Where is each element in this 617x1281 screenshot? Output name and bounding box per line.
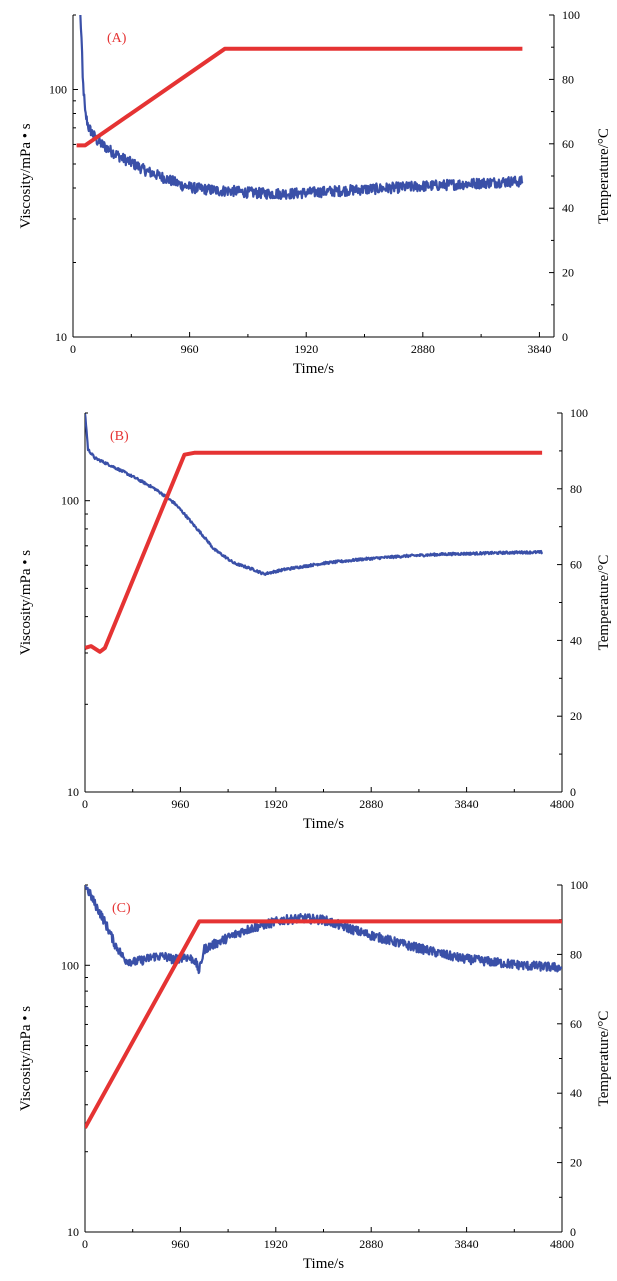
x-tick-label: 0	[82, 1237, 88, 1251]
y-left-axis-title: Viscosity/mPa • s	[18, 1006, 34, 1111]
viscosity-series-line	[79, 15, 524, 200]
x-axis-title: Time/s	[303, 816, 344, 832]
chart-panel-2: 0 960 1920 2880 3840 4800 10 100 0 20 40 60 80 100 Tim…	[18, 406, 612, 832]
x-tick-label: 3840	[455, 1237, 479, 1251]
y-right-tick-label: 20	[562, 266, 574, 280]
y-right-axis-title: Temperature/°C	[596, 128, 612, 224]
y-left-axis-title: Viscosity/mPa • s	[18, 123, 34, 228]
x-tick-label: 3840	[455, 797, 479, 811]
x-axis-title: Time/s	[293, 361, 334, 377]
chart-panel-1: 0 960 1920 2880 3840 10 100 0 20 40 60 80 100 Time/s V…	[18, 8, 612, 377]
y-left-tick-label: 100	[61, 494, 79, 508]
x-tick-label: 960	[171, 1237, 189, 1251]
x-axis-title: Time/s	[303, 1256, 344, 1272]
x-tick-label: 2880	[411, 342, 435, 356]
y-right-tick-label: 20	[570, 709, 582, 723]
temperature-series-line	[85, 450, 543, 654]
y-right-tick-label: 60	[562, 137, 574, 151]
y-right-axis-title: Temperature/°C	[596, 555, 612, 651]
y-right-tick-label: 0	[570, 785, 576, 799]
x-tick-label: 3840	[527, 342, 551, 356]
x-tick-label: 1920	[264, 797, 288, 811]
y-left-tick-label: 10	[67, 1225, 79, 1239]
y-left-tick-label: 10	[67, 785, 79, 799]
y-right-tick-label: 100	[570, 878, 588, 892]
y-left-axis-title: Viscosity/mPa • s	[18, 550, 34, 655]
y-right-tick-label: 40	[562, 201, 574, 215]
y-right-tick-label: 100	[562, 8, 580, 22]
y-right-axis-title: Temperature/°C	[596, 1011, 612, 1107]
y-right-tick-label: 20	[570, 1156, 582, 1170]
x-tick-label: 1920	[294, 342, 318, 356]
x-tick-label: 0	[82, 797, 88, 811]
x-tick-label: 4800	[550, 1237, 574, 1251]
viscosity-series-line	[85, 885, 562, 975]
panel-label: (B)	[110, 429, 129, 444]
y-right-tick-label: 60	[570, 1017, 582, 1031]
y-right-tick-label: 0	[562, 330, 568, 344]
x-tick-label: 2880	[359, 1237, 383, 1251]
y-right-tick-label: 80	[570, 947, 582, 961]
x-tick-label: 2880	[359, 797, 383, 811]
x-tick-label: 960	[171, 797, 189, 811]
viscosity-series-line	[85, 413, 544, 576]
x-tick-label: 1920	[264, 1237, 288, 1251]
x-tick-label: 960	[181, 342, 199, 356]
y-right-tick-label: 60	[570, 558, 582, 572]
x-tick-label: 4800	[550, 797, 574, 811]
x-tick-label: 0	[70, 342, 76, 356]
y-right-tick-label: 40	[570, 633, 582, 647]
y-right-tick-label: 80	[562, 72, 574, 86]
y-left-tick-label: 10	[55, 330, 67, 344]
panel-label: (A)	[107, 31, 127, 46]
y-left-tick-label: 100	[61, 958, 79, 972]
temperature-series-line	[76, 46, 523, 148]
y-right-tick-label: 100	[570, 406, 588, 420]
panel-label: (C)	[112, 901, 131, 916]
y-right-tick-label: 80	[570, 482, 582, 496]
y-right-tick-label: 40	[570, 1086, 582, 1100]
y-left-tick-label: 100	[49, 83, 67, 97]
y-right-tick-label: 0	[570, 1225, 576, 1239]
chart-panel-3: 0 960 1920 2880 3840 4800 10 100 0 20 40 60 80 100 Tim…	[18, 878, 612, 1272]
temperature-series-line	[85, 919, 562, 1129]
